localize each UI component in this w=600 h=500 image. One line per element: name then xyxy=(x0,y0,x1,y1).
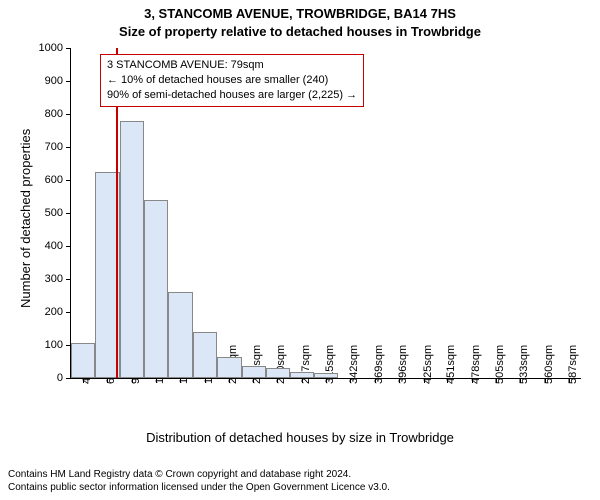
page-title-line2: Size of property relative to detached ho… xyxy=(0,24,600,39)
histogram-bar xyxy=(242,366,266,378)
histogram-bar xyxy=(120,121,144,378)
ytick-label: 100 xyxy=(45,339,71,351)
xtick-label: 369sqm xyxy=(373,345,385,384)
histogram-bar xyxy=(71,343,95,378)
xtick-label: 478sqm xyxy=(470,345,482,384)
xtick-label: 260sqm xyxy=(275,345,287,384)
page-title-line1: 3, STANCOMB AVENUE, TROWBRIDGE, BA14 7HS xyxy=(0,6,600,21)
xtick-label: 287sqm xyxy=(300,345,312,384)
ytick-label: 500 xyxy=(45,207,71,219)
ytick-label: 600 xyxy=(45,174,71,186)
xtick-label: 533sqm xyxy=(518,345,530,384)
ytick-label: 300 xyxy=(45,273,71,285)
xtick-label: 425sqm xyxy=(422,345,434,384)
footer-line-1: Contains HM Land Registry data © Crown c… xyxy=(8,468,390,481)
ytick-label: 0 xyxy=(57,372,71,384)
ytick-label: 800 xyxy=(45,108,71,120)
xtick-label: 233sqm xyxy=(251,345,263,384)
ytick-label: 900 xyxy=(45,75,71,87)
footer-line-2: Contains public sector information licen… xyxy=(8,481,390,494)
histogram-bar xyxy=(217,357,242,378)
histogram-bar xyxy=(168,292,193,378)
histogram-bar xyxy=(144,200,168,378)
xtick-label: 342sqm xyxy=(348,345,360,384)
callout-line-1: 3 STANCOMB AVENUE: 79sqm xyxy=(107,58,357,73)
ytick-label: 700 xyxy=(45,141,71,153)
histogram-bar xyxy=(266,368,290,378)
xtick-label: 505sqm xyxy=(494,345,506,384)
histogram-bar xyxy=(193,332,217,378)
callout-line-2: ← 10% of detached houses are smaller (24… xyxy=(107,73,357,88)
property-callout: 3 STANCOMB AVENUE: 79sqm ← 10% of detach… xyxy=(100,54,364,107)
x-axis-label: Distribution of detached houses by size … xyxy=(0,430,600,445)
xtick-label: 396sqm xyxy=(397,345,409,384)
ytick-label: 1000 xyxy=(39,42,71,54)
xtick-label: 587sqm xyxy=(567,345,579,384)
histogram-bar xyxy=(290,372,314,378)
histogram-bar xyxy=(314,373,338,378)
ytick-label: 200 xyxy=(45,306,71,318)
ytick-label: 400 xyxy=(45,240,71,252)
xtick-label: 315sqm xyxy=(324,345,336,384)
xtick-label: 560sqm xyxy=(543,345,555,384)
callout-line-3: 90% of semi-detached houses are larger (… xyxy=(107,88,357,103)
y-axis-label: Number of detached properties xyxy=(18,129,33,308)
attribution-footer: Contains HM Land Registry data © Crown c… xyxy=(8,468,390,494)
xtick-label: 451sqm xyxy=(445,345,457,384)
